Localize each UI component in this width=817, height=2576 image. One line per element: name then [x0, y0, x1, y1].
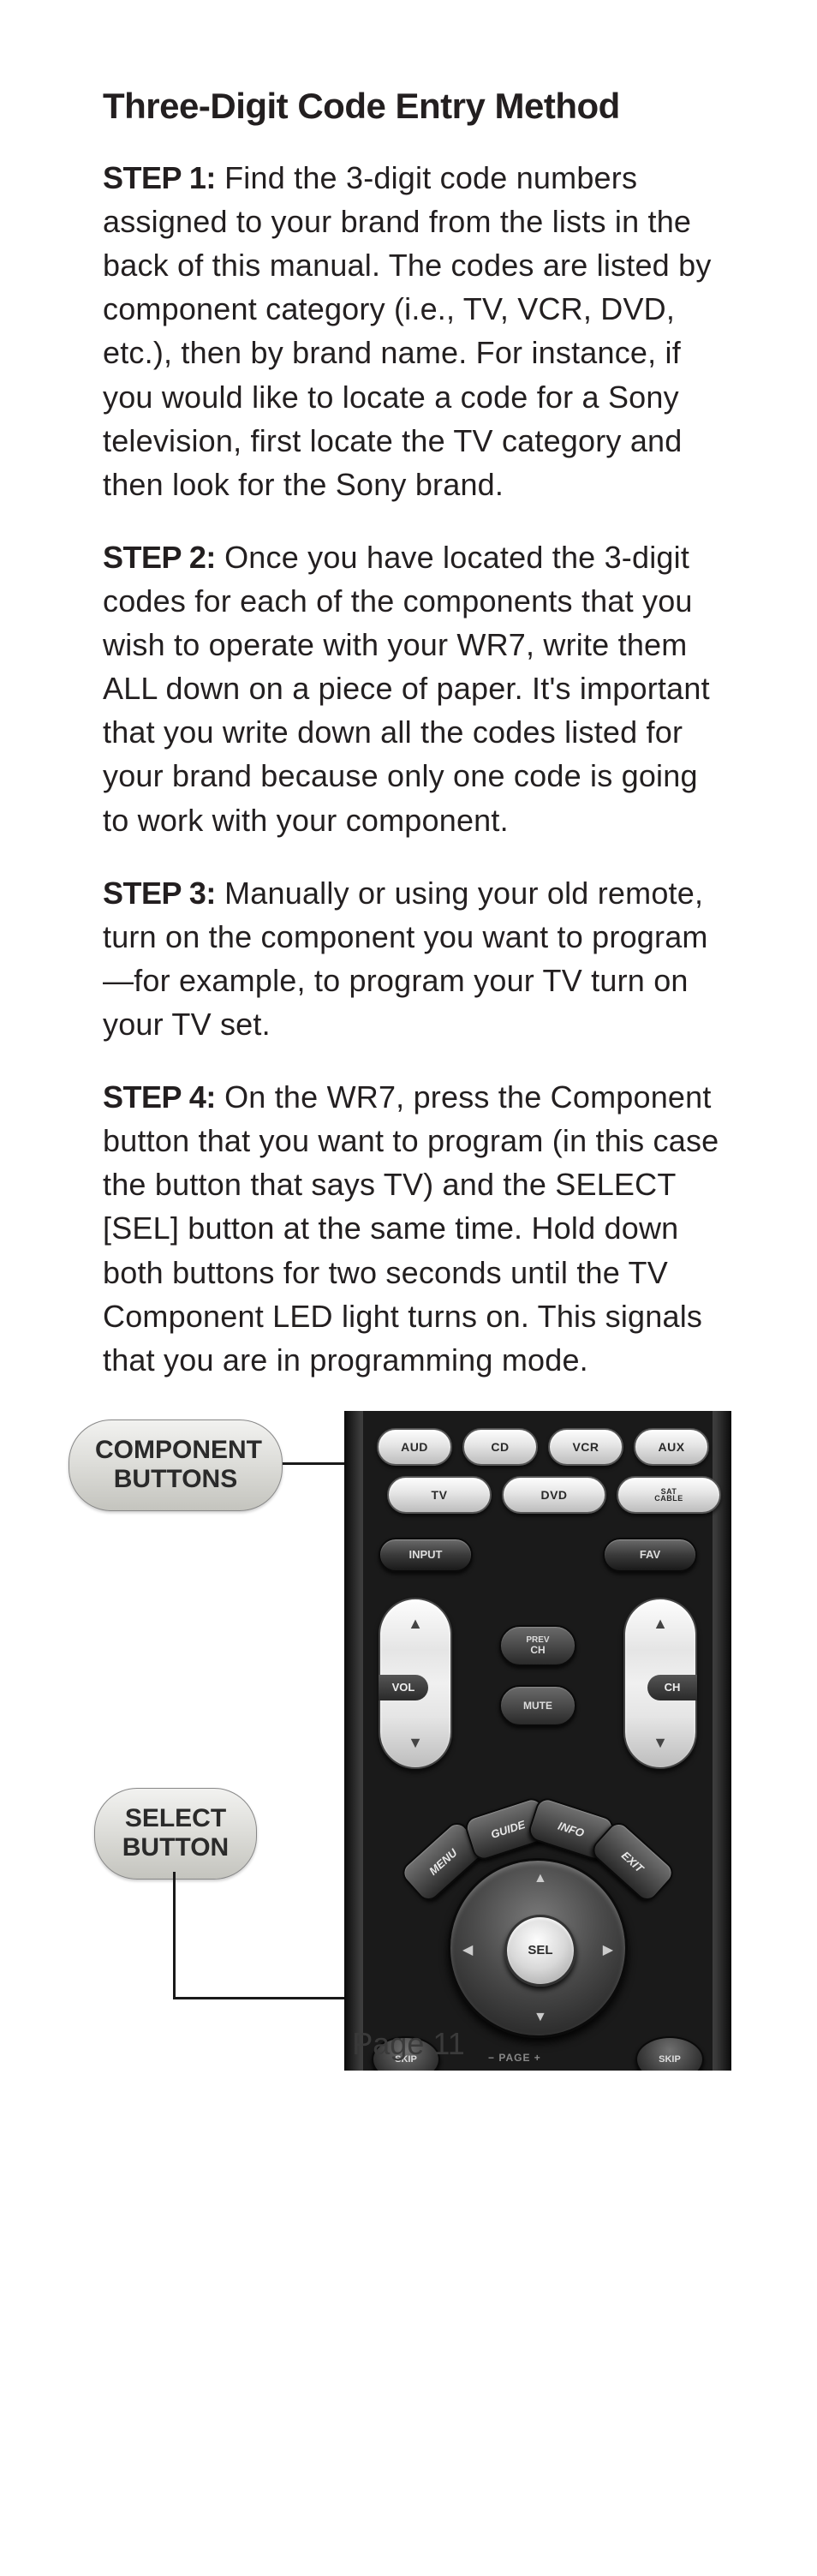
- nav-ring: MENU GUIDE INFO EXIT ▲ ▼ ◀ ▶ SEL: [418, 1814, 658, 2053]
- cd-button: CD: [462, 1428, 538, 1466]
- callout-component-text: COMPONENTBUTTONS: [95, 1436, 262, 1494]
- dvd-button: DVD: [502, 1476, 606, 1514]
- step-4-text: On the WR7, press the Component button t…: [103, 1079, 719, 1378]
- mute-button: MUTE: [499, 1685, 576, 1726]
- callout-select-text: SELECTBUTTON: [122, 1804, 229, 1862]
- step-4-label: STEP 4:: [103, 1079, 216, 1115]
- callout-select-button: SELECTBUTTON: [94, 1788, 257, 1880]
- page-number: Page 11: [0, 2026, 817, 2062]
- down-arrow-icon: ▼: [408, 1734, 423, 1752]
- callout-line-v: [173, 1872, 176, 1999]
- step-1-text: Find the 3-digit code numbers assigned t…: [103, 160, 712, 502]
- step-4: STEP 4: On the WR7, press the Component …: [103, 1075, 731, 1382]
- vol-rocker: ▲ ▼ VOL: [379, 1598, 452, 1769]
- down-arrow-icon: ▼: [653, 1734, 668, 1752]
- up-arrow-icon: ▲: [653, 1615, 668, 1633]
- ch-label: CH: [647, 1675, 697, 1700]
- input-button: INPUT: [379, 1538, 473, 1572]
- step-1-label: STEP 1:: [103, 160, 216, 195]
- step-3: STEP 3: Manually or using your old remot…: [103, 871, 731, 1046]
- sel-button: SEL: [504, 1915, 576, 1987]
- step-3-label: STEP 3:: [103, 876, 216, 911]
- step-1: STEP 1: Find the 3-digit code numbers as…: [103, 156, 731, 506]
- aux-button: AUX: [634, 1428, 709, 1466]
- fav-button: FAV: [603, 1538, 697, 1572]
- dpad-up-icon: ▲: [534, 1871, 547, 1886]
- step-2-label: STEP 2:: [103, 540, 216, 575]
- ch-rocker: ▲ ▼ CH: [623, 1598, 697, 1769]
- aud-button: AUD: [377, 1428, 452, 1466]
- sat-cable-button: SATCABLE: [617, 1476, 721, 1514]
- dpad-down-icon: ▼: [534, 2010, 547, 2025]
- tv-button: TV: [387, 1476, 492, 1514]
- dpad-left-icon: ◀: [462, 1941, 473, 1958]
- up-arrow-icon: ▲: [408, 1615, 423, 1633]
- vcr-button: VCR: [548, 1428, 623, 1466]
- vol-label: VOL: [379, 1675, 428, 1700]
- callout-component-buttons: COMPONENTBUTTONS: [69, 1419, 283, 1511]
- section-title: Three-Digit Code Entry Method: [103, 86, 731, 127]
- dpad-right-icon: ▶: [603, 1941, 613, 1958]
- prev-ch-button: PREVCH: [499, 1625, 576, 1666]
- dpad: ▲ ▼ ◀ ▶ SEL: [448, 1858, 628, 2038]
- step-2-text: Once you have located the 3-digit codes …: [103, 540, 710, 838]
- remote-control: AUD CD VCR AUX TV DVD SATCABLE INPUT FAV…: [344, 1411, 731, 2071]
- step-2: STEP 2: Once you have located the 3-digi…: [103, 535, 731, 842]
